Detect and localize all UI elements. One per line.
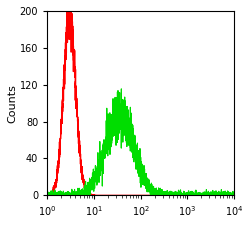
Y-axis label: Counts: Counts [7, 84, 17, 123]
